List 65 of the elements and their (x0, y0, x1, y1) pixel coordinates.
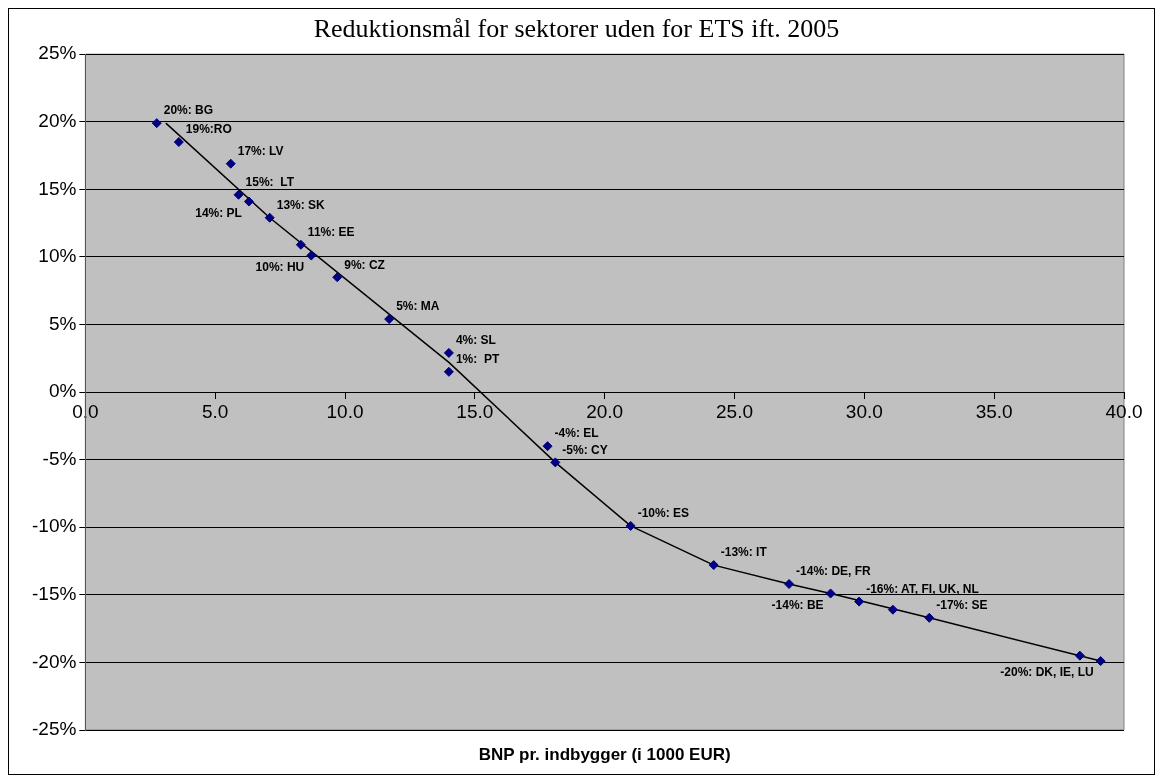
annotation: 1%: PT (455, 352, 500, 367)
annotation: -4%: EL (554, 426, 599, 441)
annotation: -5%: CY (562, 442, 608, 457)
point (443, 366, 454, 377)
annotation: 19%:RO (185, 122, 232, 137)
annotation: 15%: LT (245, 175, 295, 190)
annotation: 9%: CZ (344, 257, 385, 272)
x-tick-label: 25.0 (716, 400, 753, 422)
point (784, 579, 795, 590)
y-tick-label: -5% (42, 447, 77, 469)
point (295, 239, 306, 250)
chart-title: Reduktionsmål for sektorer uden for ETS ift. 2005 (313, 14, 840, 44)
point (854, 596, 865, 607)
point (825, 588, 836, 599)
point (151, 118, 162, 129)
annotation: 14%: PL (195, 205, 242, 220)
point (550, 457, 561, 468)
annotation: 13%: SK (276, 198, 326, 213)
point (225, 158, 236, 169)
annotation: 4%: SL (455, 333, 496, 348)
x-tick-label: 5.0 (201, 400, 229, 422)
point (173, 137, 184, 148)
point (708, 560, 719, 571)
annotation: -10%: ES (637, 506, 689, 521)
x-tick-label: 20.0 (586, 400, 624, 422)
x-tick-label: 15.0 (456, 400, 494, 422)
y-tick-label: -20% (32, 650, 77, 672)
y-tick-label: 15% (38, 177, 77, 199)
y-tick-label: -10% (32, 515, 77, 537)
point (924, 612, 935, 623)
annotation: -16%: AT, FI, UK, NL (866, 581, 979, 596)
point (306, 250, 317, 261)
y-tick-label: -25% (32, 718, 77, 740)
x-axis-title: BNP pr. indbygger (i 1000 EUR) (478, 745, 731, 765)
annotation: 10%: HU (255, 259, 305, 274)
point (384, 314, 395, 325)
annotation: 11%: EE (307, 225, 355, 240)
x-tick-label: 30.0 (845, 400, 883, 422)
annotation: -13%: IT (720, 545, 768, 560)
y-tick-label: -15% (32, 583, 77, 605)
annotation: -14%: BE (771, 597, 824, 612)
point (332, 272, 343, 283)
annotation: 20%: BG (163, 103, 214, 118)
point (443, 347, 454, 358)
y-tick-label: 5% (48, 312, 77, 334)
y-tick-label: 25% (38, 42, 77, 64)
y-tick-label: 20% (38, 110, 77, 132)
point (625, 520, 636, 531)
annotation: 5%: MA (396, 299, 440, 314)
annotation: 17%: LV (237, 143, 284, 158)
x-tick-label: 40.0 (1105, 400, 1143, 422)
y-tick-label: 0% (48, 380, 77, 402)
point (233, 189, 244, 200)
point (887, 604, 898, 615)
x-tick-label: 35.0 (975, 400, 1013, 422)
point (1095, 656, 1106, 667)
point (542, 441, 553, 452)
point (243, 196, 254, 207)
annotation: -17%: SE (936, 598, 988, 613)
annotation: -14%: DE, FR (796, 564, 872, 579)
x-tick-label: 10.0 (326, 400, 364, 422)
point (264, 212, 275, 223)
annotation: -20%: DK, IE, LU (1000, 665, 1094, 680)
point (1074, 650, 1085, 661)
y-tick-label: 10% (38, 245, 77, 267)
